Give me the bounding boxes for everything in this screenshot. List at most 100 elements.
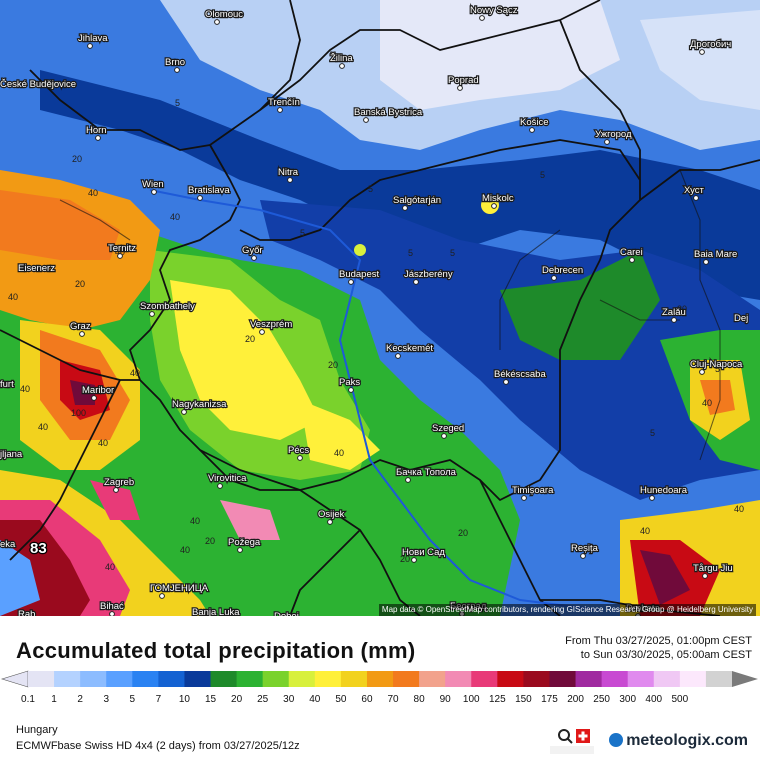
city-7: České Budějovice	[0, 78, 77, 91]
model-label: ECMWFbase Swiss HD 4x4 (2 days) from 03/…	[16, 740, 300, 752]
city-label: Graz	[70, 321, 91, 332]
city-25: Jászberény	[403, 268, 454, 285]
city-marker	[91, 395, 97, 401]
city-59: eka	[0, 538, 17, 551]
city-marker	[259, 329, 265, 335]
city-15: Wien	[141, 178, 165, 195]
scale-tick-label: 25	[257, 694, 269, 705]
scale-swatch-13	[366, 671, 394, 687]
svg-text:40: 40	[640, 526, 650, 536]
city-label: Szombathely	[140, 301, 195, 312]
city-8: Trenčín	[267, 96, 301, 113]
city-33: Cluj-Napoca	[689, 358, 744, 375]
city-label: Paks	[339, 377, 360, 388]
city-31: Dej	[733, 312, 750, 325]
svg-text:5: 5	[650, 428, 655, 438]
scale-tick-label: 7	[155, 694, 162, 705]
scale-swatch-9	[262, 671, 290, 687]
city-label: Нови Сад	[402, 547, 445, 558]
city-label: Jászberény	[404, 269, 453, 280]
scale-swatch-11	[314, 671, 342, 687]
scale-tick-label: 15	[204, 694, 217, 705]
scale-tick-label: 60	[361, 694, 373, 705]
city-label: Nagykanizsa	[172, 399, 227, 410]
city-label: Békéscsaba	[494, 369, 546, 380]
scale-swatch-5	[158, 671, 185, 687]
city-58: furt	[0, 378, 15, 391]
city-51: Bihać	[99, 600, 125, 616]
city-labels: Olomouc Nowy Sącz Jihlava Дрогобич Brno Žilin…	[0, 4, 750, 616]
svg-text:20: 20	[400, 554, 410, 564]
globe-icon	[609, 733, 624, 747]
city-label: Poprad	[448, 75, 479, 86]
scale-arrow-high	[732, 671, 758, 687]
city-marker	[214, 19, 220, 25]
city-marker	[327, 519, 333, 525]
svg-text:5: 5	[408, 248, 413, 258]
city-13: Nitra	[277, 166, 300, 183]
city-label: Bratislava	[188, 185, 230, 196]
city-17: Salgótarján	[392, 194, 442, 211]
city-label: Kecskemét	[386, 343, 433, 354]
ecmwf-swiss-logo	[550, 729, 594, 754]
city-marker	[604, 139, 610, 145]
city-marker	[95, 135, 101, 141]
scale-swatch-21	[575, 671, 603, 687]
svg-text:5: 5	[450, 248, 455, 258]
city-label: Carei	[620, 247, 643, 258]
city-10: Košice	[519, 116, 550, 133]
city-label: Horn	[86, 125, 107, 136]
svg-text:5: 5	[540, 170, 545, 180]
precipitation-map[interactable]: 5 5 5 5 5 5 5 5 5 20 40 40 40 20 40 20 20 40 40 100 40…	[0, 0, 760, 616]
city-27: Szombathely	[139, 300, 196, 317]
scale-tick-label: 5	[129, 694, 136, 705]
scale-tick-label: 70	[387, 694, 399, 705]
city-label: Tårgu Jiu	[693, 563, 733, 574]
scale-swatch-26	[705, 671, 733, 687]
city-label: Banja Luka	[192, 607, 240, 616]
scale-swatch-2	[80, 671, 107, 687]
city-28: Zalău	[661, 306, 687, 323]
city-46: Požega	[227, 536, 262, 553]
city-label: Nowy Sącz	[470, 5, 518, 16]
city-41: Zagreb	[103, 476, 135, 493]
city-55: Doboj	[273, 610, 300, 616]
city-label: Reșița	[571, 543, 599, 554]
city-marker	[699, 49, 705, 55]
city-label: Trenčín	[268, 97, 300, 108]
scale-swatch-1	[54, 671, 81, 687]
city-label: Baia Mare	[694, 249, 737, 260]
legend-panel: Accumulated total precipitation (mm) Fro…	[0, 616, 760, 760]
city-marker	[363, 117, 369, 123]
scale-swatch-6	[184, 671, 212, 687]
scale-tick-label: 20	[231, 694, 243, 705]
scale-tick-label: 50	[335, 694, 347, 705]
city-label: Veszprém	[250, 319, 292, 330]
city-marker	[197, 195, 203, 201]
brand-logo[interactable]: meteologix.com	[609, 732, 748, 750]
city-1: Nowy Sącz	[469, 4, 519, 21]
city-32: Kecskemét	[385, 342, 435, 359]
svg-text:5: 5	[175, 98, 180, 108]
city-marker	[503, 379, 509, 385]
svg-text:40: 40	[334, 448, 344, 458]
city-label: Nitra	[278, 167, 299, 178]
max-value-label: 83	[30, 540, 47, 557]
scale-arrow-low	[0, 670, 29, 688]
city-marker	[339, 63, 345, 69]
city-label: Maribor	[82, 385, 114, 396]
city-35: Békéscsaba	[493, 368, 548, 385]
city-57: jljana	[0, 448, 24, 461]
city-marker	[529, 127, 535, 133]
scale-swatch-4	[132, 671, 159, 687]
color-scale-bar	[0, 670, 758, 688]
city-label: Eisenerz	[18, 263, 55, 274]
city-label: furt	[0, 379, 14, 390]
city-marker	[159, 593, 165, 599]
city-38: Szeged	[431, 422, 465, 439]
city-label: Hunedoara	[640, 485, 688, 496]
city-marker	[580, 553, 586, 559]
scale-swatch-0	[28, 671, 55, 687]
city-marker	[79, 331, 85, 337]
city-label: eka	[0, 539, 16, 550]
